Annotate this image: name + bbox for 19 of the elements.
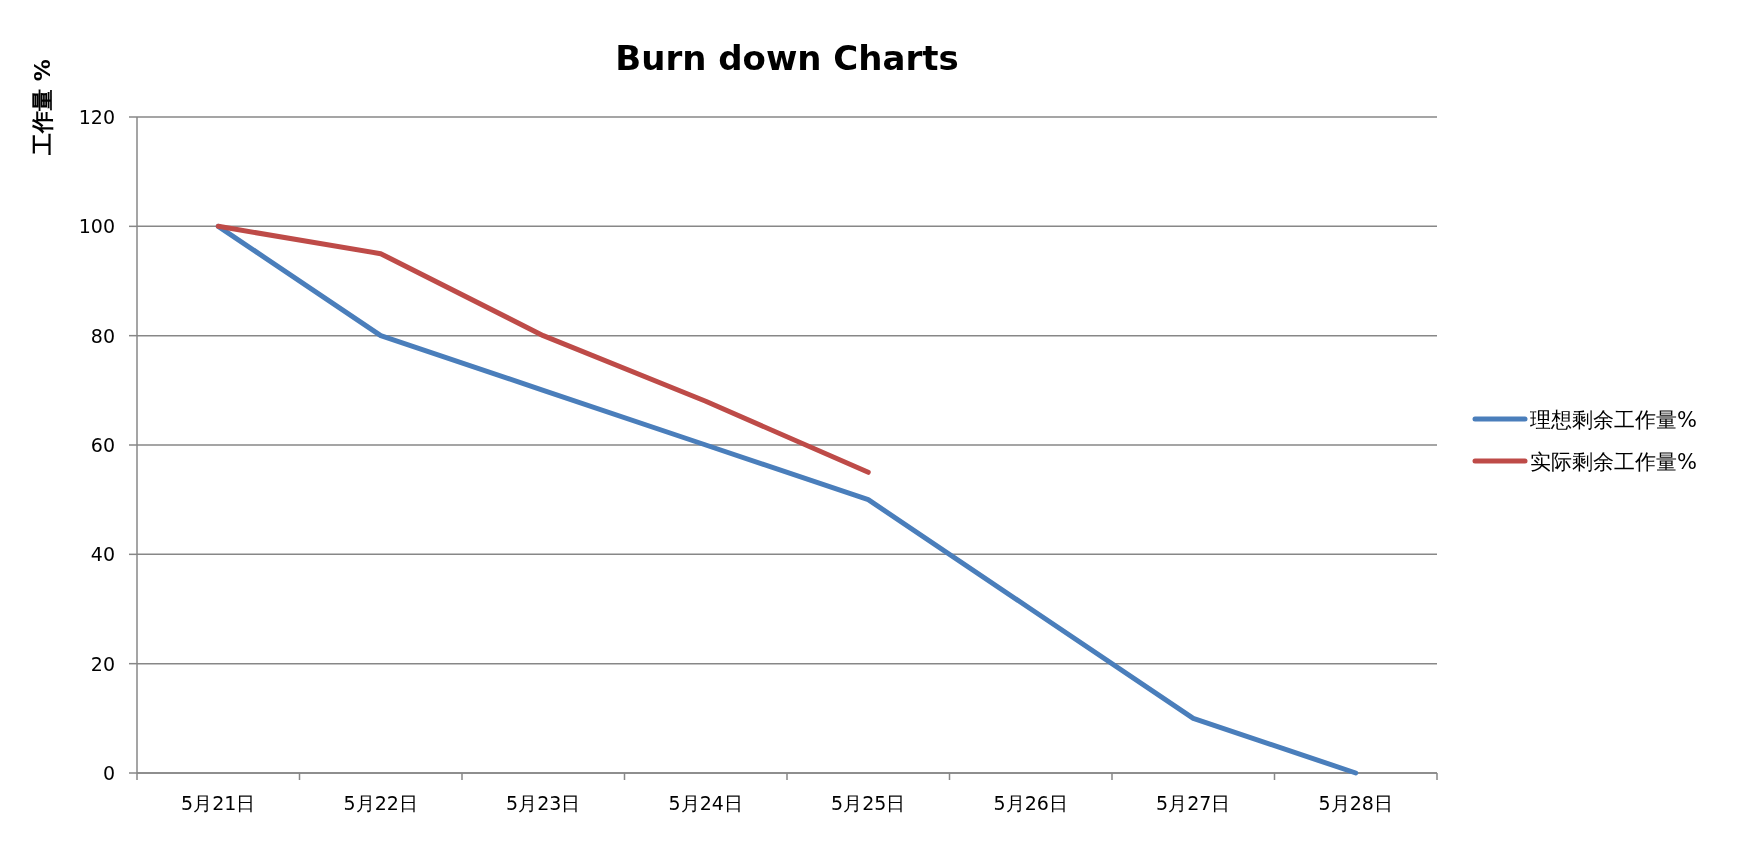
y-tick-label: 80 [90, 324, 115, 347]
x-tick-label: 5月27日 [1156, 792, 1231, 814]
y-axis-title: 工作量 % [30, 59, 55, 156]
legend-label: 理想剩余工作量% [1530, 408, 1697, 432]
y-tick-label: 100 [78, 215, 115, 238]
chart-title: Burn down Charts [615, 38, 959, 78]
y-tick-label: 40 [90, 543, 115, 566]
x-tick-label: 5月25日 [831, 792, 906, 814]
x-tick-label: 5月21日 [181, 792, 256, 814]
y-tick-label: 120 [78, 106, 115, 128]
y-tick-label: 0 [102, 762, 115, 784]
y-tick-label: 20 [90, 652, 115, 675]
x-tick-label: 5月24日 [668, 792, 743, 814]
x-tick-label: 5月23日 [506, 792, 581, 814]
legend-label: 实际剩余工作量% [1530, 450, 1697, 474]
x-tick-label: 5月26日 [993, 792, 1068, 814]
y-tick-label: 60 [90, 434, 115, 456]
x-tick-label: 5月22日 [343, 792, 418, 814]
x-tick-label: 5月28日 [1318, 792, 1393, 814]
